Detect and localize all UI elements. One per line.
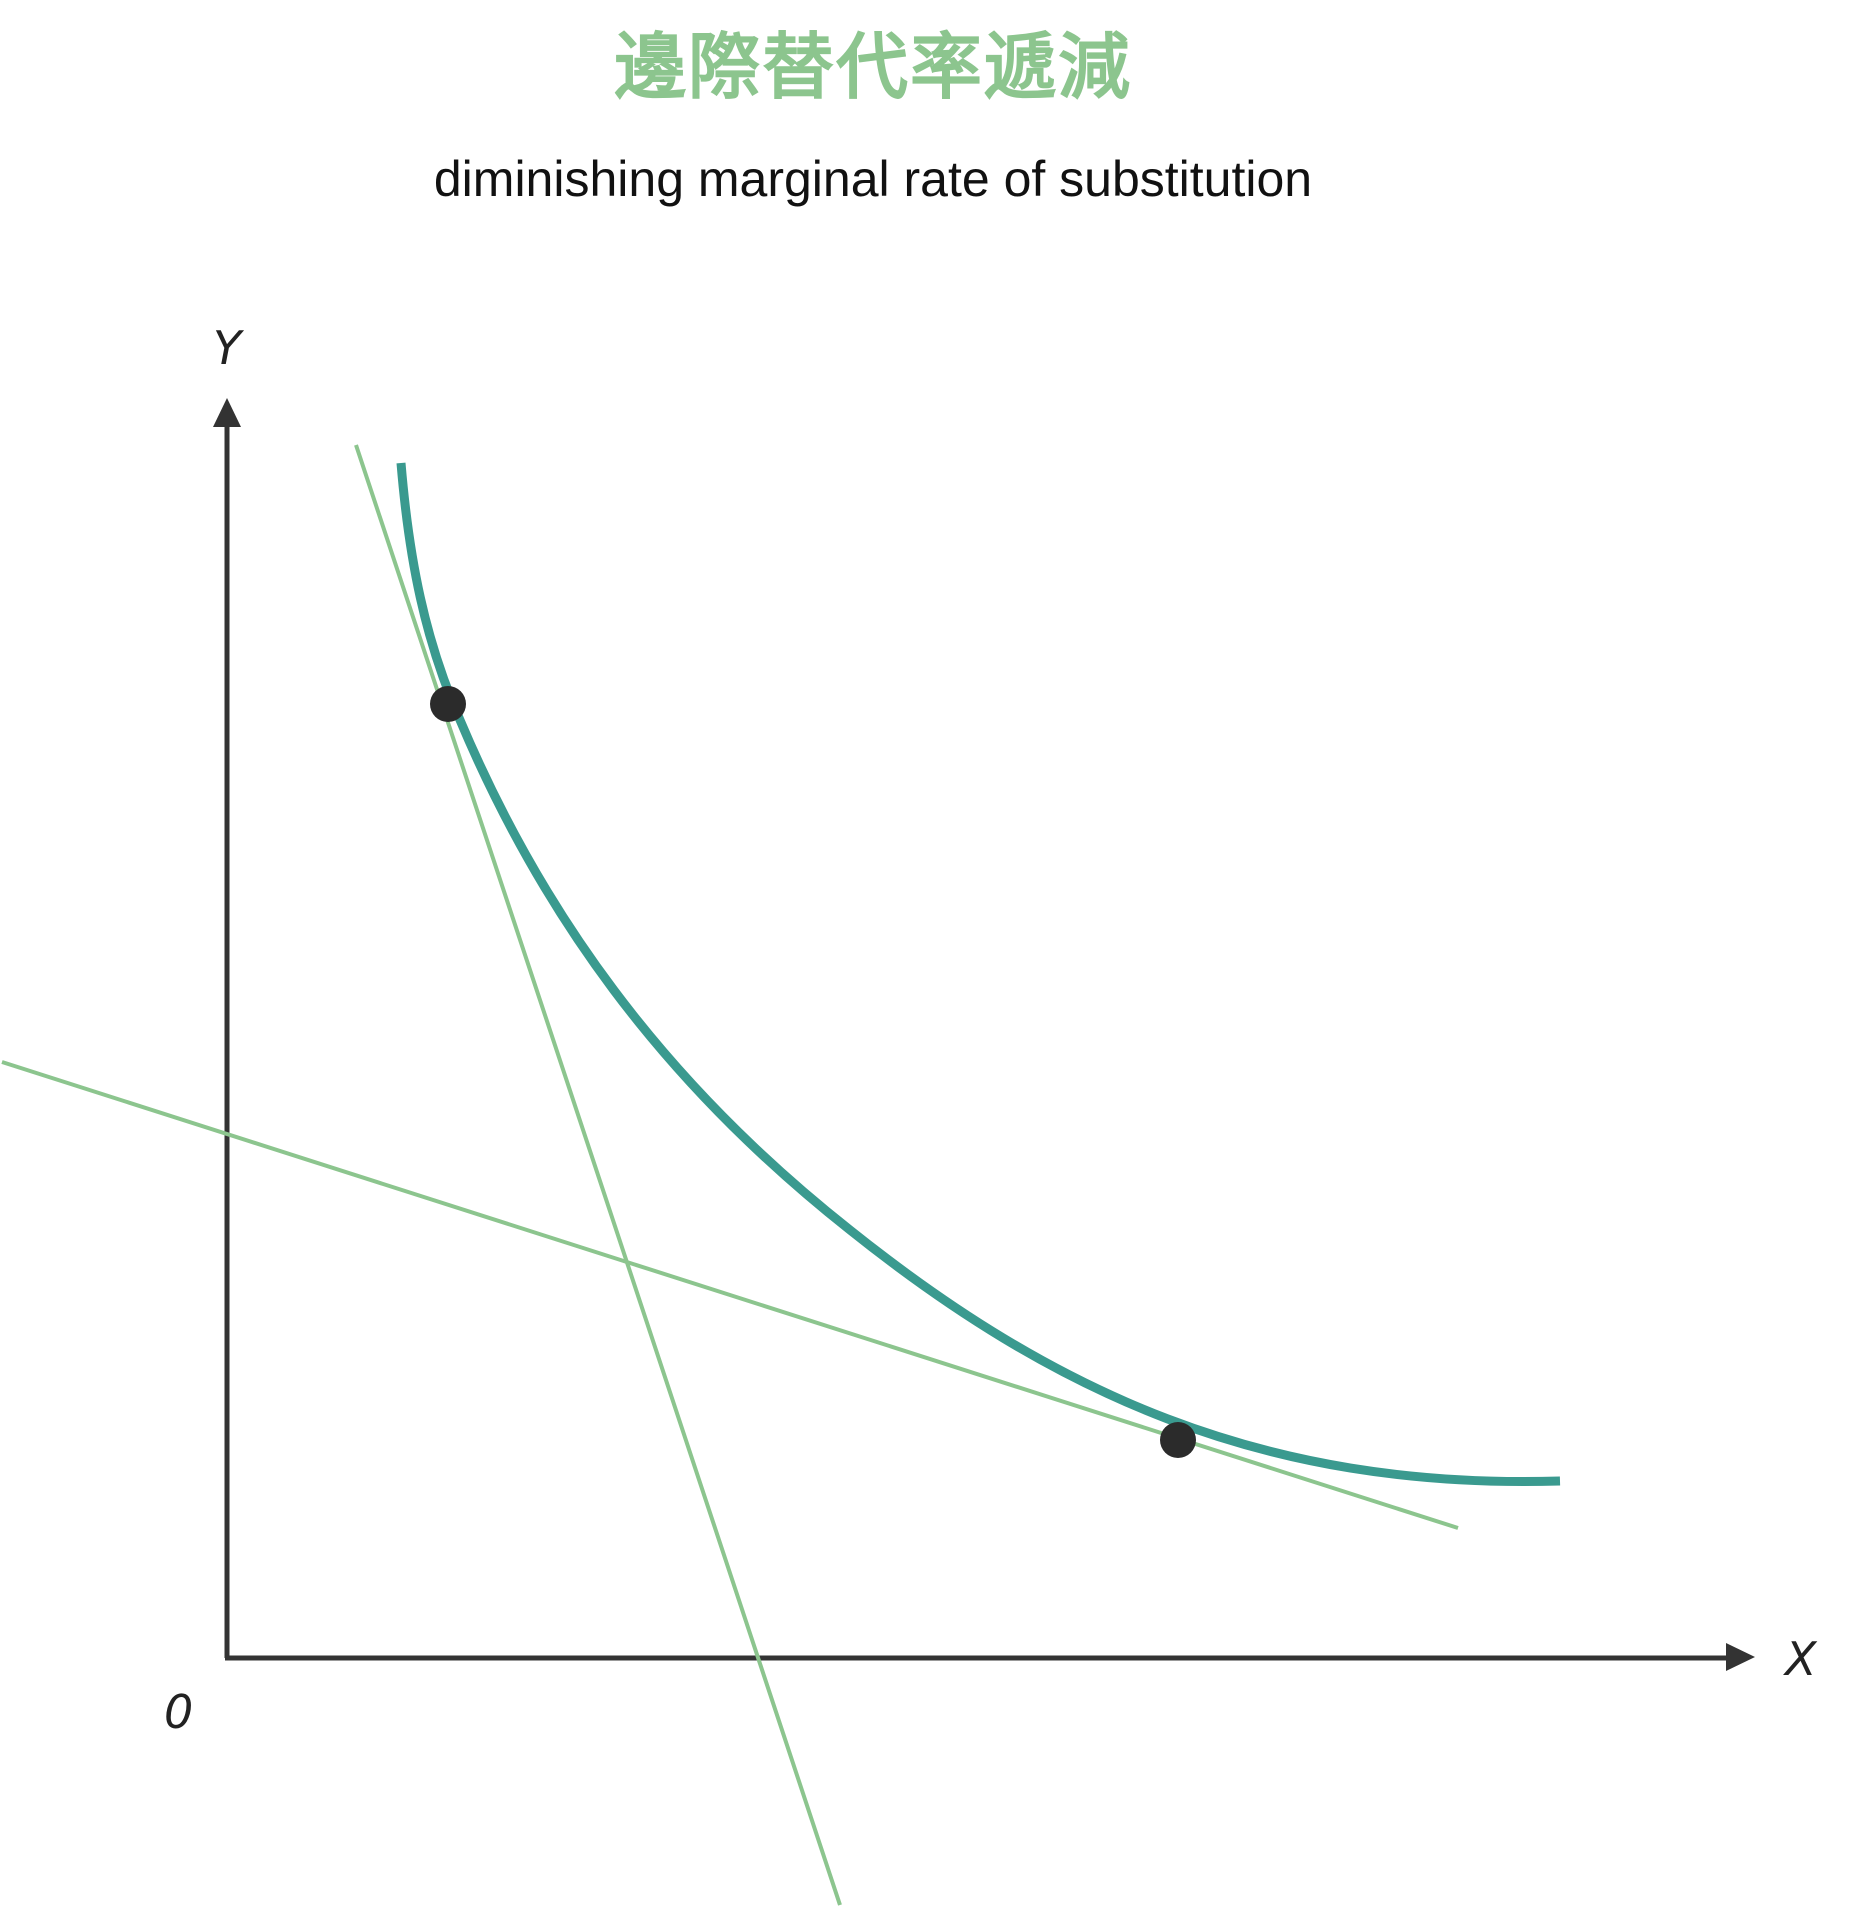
x-axis-label: X (1783, 1632, 1818, 1686)
x-axis-arrow (1726, 1643, 1755, 1671)
tangent-point-upper (430, 686, 466, 722)
y-axis-label: Y (213, 321, 245, 375)
tangent-point-lower (1160, 1422, 1196, 1458)
origin-label: 0 (164, 1685, 193, 1739)
y-axis-arrow (213, 398, 241, 427)
tangent-line-steep (354, 444, 842, 1906)
indifference-curve (396, 462, 1561, 1487)
page-subtitle: diminishing marginal rate of substitutio… (433, 151, 1313, 207)
page-title: 邊際替代率遞減 (613, 25, 1132, 109)
tangent-line-flat (1, 1060, 1459, 1530)
